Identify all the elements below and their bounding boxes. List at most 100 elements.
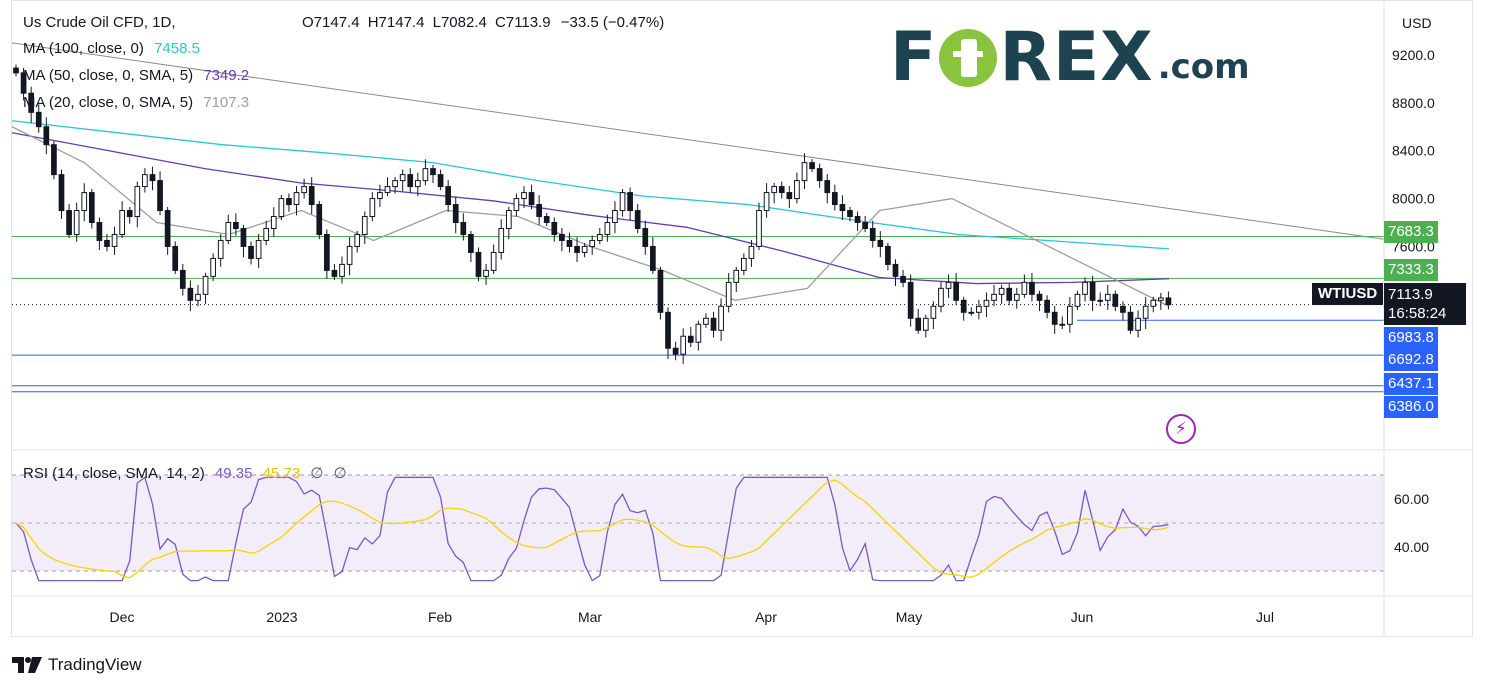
candle-body: [657, 269, 664, 313]
time-tick-label: 2023: [266, 609, 297, 625]
candle-body: [172, 245, 179, 271]
level-badge-7683[interactable]: 7683.3: [1384, 221, 1438, 243]
candle-body: [680, 335, 687, 355]
rsi-extra-1: ∅: [310, 465, 324, 482]
candle-body: [498, 227, 505, 253]
candle-body: [73, 210, 80, 235]
candle-body: [1120, 305, 1126, 313]
candle-body: [505, 210, 512, 229]
ma100-label: MA (100, close, 0): [23, 40, 144, 57]
candle-body: [422, 168, 429, 182]
tradingview-logo[interactable]: TradingView: [12, 653, 142, 677]
candle-body: [521, 192, 527, 200]
candle-body: [862, 222, 869, 229]
candle-body: [13, 67, 19, 74]
ticker-label[interactable]: WTIUSD: [1312, 283, 1384, 305]
level-badge-6692[interactable]: 6692.8: [1384, 349, 1438, 371]
ma20-value: 7107.3: [203, 94, 250, 111]
candle-body: [195, 293, 201, 301]
candle-body: [35, 111, 42, 128]
level-badge-6437[interactable]: 6437.1: [1384, 373, 1438, 395]
candle-body: [604, 222, 611, 235]
candle-body: [51, 144, 57, 176]
ma100-value: 7458.5: [154, 40, 200, 57]
candle-body: [202, 275, 209, 295]
ohlc-open: O7147.4: [302, 14, 360, 31]
chart-canvas[interactable]: 9200.08800.08400.08000.07600.06800.0USD6…: [12, 1, 1472, 636]
candle-body: [665, 311, 671, 349]
candle-body: [81, 192, 88, 212]
candle-body: [998, 287, 1005, 295]
candle-body: [1044, 299, 1050, 313]
ma50-value: 7349.2: [203, 67, 250, 84]
rsi-line: [15, 476, 1169, 582]
candle-body: [1157, 297, 1164, 301]
candle-body: [778, 186, 785, 194]
ma20-legend[interactable]: MA (20, close, 0, SMA, 5) 7107.3: [23, 94, 249, 111]
candle-body: [900, 275, 906, 283]
candle-body: [460, 222, 467, 235]
symbol-title[interactable]: Us Crude Oil CFD, 1D,: [23, 14, 176, 31]
candle-body: [293, 192, 300, 206]
candle-body: [361, 216, 368, 235]
candle-body: [748, 245, 755, 259]
ma50-legend[interactable]: MA (50, close, 0, SMA, 5) 7349.2: [23, 67, 249, 84]
forex-logo: F REX .com: [890, 18, 1250, 97]
candle-body: [922, 317, 929, 331]
candle-body: [847, 210, 853, 218]
time-tick-label: Dec: [110, 609, 135, 625]
ma100-legend[interactable]: MA (100, close, 0) 7458.5: [23, 40, 200, 57]
candle-body: [1036, 293, 1043, 301]
candle-body: [945, 281, 952, 289]
candle-body: [384, 186, 391, 194]
ma100-line: [12, 120, 1170, 250]
candle-body: [134, 186, 141, 218]
candle-body: [915, 317, 922, 331]
candle-body: [369, 198, 376, 218]
rsi-legend[interactable]: RSI (14, close, SMA, 14, 2) 49.35 45.73 …: [23, 464, 347, 482]
candle-body: [468, 233, 474, 253]
candle-body: [1165, 297, 1172, 306]
candle-body: [824, 180, 831, 194]
current-price-badge[interactable]: 7113.9 16:58:24: [1384, 283, 1466, 325]
candle-body: [831, 192, 838, 206]
candle-body: [733, 269, 740, 283]
candle-body: [263, 227, 270, 241]
ma20-label: MA (20, close, 0, SMA, 5): [23, 94, 194, 111]
forex-logo-dotcom: .com: [1157, 46, 1250, 87]
candle-body: [187, 287, 194, 301]
tradingview-text: TradingView: [48, 655, 142, 674]
candle-body: [339, 263, 345, 277]
lightning-icon[interactable]: ⚡: [1166, 414, 1196, 444]
candle-body: [718, 305, 724, 331]
forex-logo-rex: REX: [999, 18, 1154, 97]
ohlc-change: −33.5 (−0.47%): [560, 14, 665, 31]
candle-body: [149, 174, 156, 182]
time-tick-label: Feb: [428, 609, 452, 625]
candle-body: [960, 299, 967, 313]
bar-countdown: 16:58:24: [1388, 305, 1447, 322]
candle-body: [119, 210, 125, 235]
price-tick-label: 8000.0: [1392, 191, 1435, 207]
candle-body: [536, 204, 542, 218]
candle-body: [58, 174, 65, 212]
candle-body: [809, 162, 815, 170]
candle-body: [377, 192, 383, 200]
level-badge-6983[interactable]: 6983.8: [1384, 327, 1438, 349]
candle-body: [308, 186, 315, 206]
candle-body: [786, 192, 793, 200]
candle-body: [88, 192, 95, 224]
rsi-ma-value: 45.73: [262, 465, 301, 482]
candle-body: [179, 269, 186, 289]
candle-body: [574, 245, 580, 253]
candle-body: [286, 198, 292, 206]
candle-body: [96, 222, 103, 241]
current-price: 7113.9: [1388, 286, 1433, 303]
candle-body: [430, 168, 436, 176]
candle-body: [1089, 281, 1096, 301]
candle-body: [445, 186, 452, 206]
level-badge-6386[interactable]: 6386.0: [1384, 396, 1438, 418]
level-badge-7333[interactable]: 7333.3: [1384, 259, 1438, 281]
ohlc-high: H7147.4: [367, 14, 425, 31]
candle-body: [270, 216, 277, 229]
